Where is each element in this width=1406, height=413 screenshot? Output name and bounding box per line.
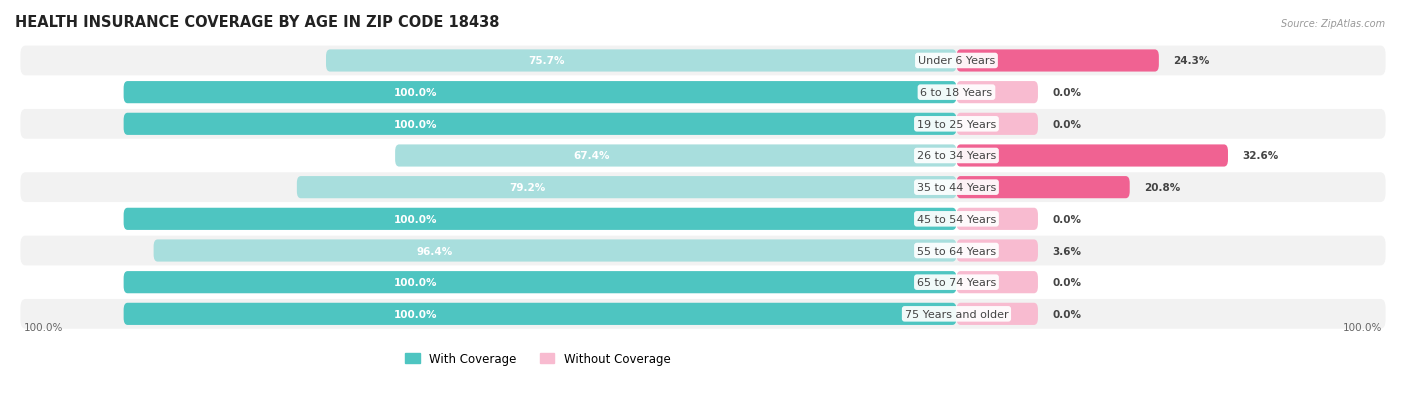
Text: Source: ZipAtlas.com: Source: ZipAtlas.com	[1281, 19, 1385, 28]
Text: 3.6%: 3.6%	[1053, 246, 1081, 256]
Text: Under 6 Years: Under 6 Years	[918, 56, 995, 66]
Text: 26 to 34 Years: 26 to 34 Years	[917, 151, 995, 161]
Text: 65 to 74 Years: 65 to 74 Years	[917, 278, 995, 287]
FancyBboxPatch shape	[124, 271, 956, 294]
Text: 0.0%: 0.0%	[1053, 88, 1081, 98]
FancyBboxPatch shape	[21, 110, 1385, 139]
FancyBboxPatch shape	[956, 114, 1038, 135]
FancyBboxPatch shape	[21, 268, 1385, 297]
Text: 19 to 25 Years: 19 to 25 Years	[917, 119, 995, 130]
Text: 0.0%: 0.0%	[1053, 214, 1081, 224]
FancyBboxPatch shape	[124, 114, 956, 135]
FancyBboxPatch shape	[21, 47, 1385, 76]
FancyBboxPatch shape	[124, 82, 956, 104]
FancyBboxPatch shape	[395, 145, 956, 167]
FancyBboxPatch shape	[956, 208, 1038, 230]
Text: 100.0%: 100.0%	[394, 309, 437, 319]
Text: 45 to 54 Years: 45 to 54 Years	[917, 214, 995, 224]
FancyBboxPatch shape	[326, 50, 956, 72]
Text: 79.2%: 79.2%	[509, 183, 546, 193]
FancyBboxPatch shape	[956, 303, 1038, 325]
Text: 35 to 44 Years: 35 to 44 Years	[917, 183, 995, 193]
Text: 100.0%: 100.0%	[394, 278, 437, 287]
Text: 75.7%: 75.7%	[529, 56, 565, 66]
FancyBboxPatch shape	[21, 173, 1385, 202]
Text: 32.6%: 32.6%	[1243, 151, 1278, 161]
FancyBboxPatch shape	[297, 177, 956, 199]
Text: 100.0%: 100.0%	[394, 88, 437, 98]
FancyBboxPatch shape	[21, 299, 1385, 329]
Text: 0.0%: 0.0%	[1053, 278, 1081, 287]
FancyBboxPatch shape	[956, 82, 1038, 104]
Text: 0.0%: 0.0%	[1053, 309, 1081, 319]
Text: 100.0%: 100.0%	[24, 323, 63, 332]
FancyBboxPatch shape	[956, 240, 1038, 262]
FancyBboxPatch shape	[956, 145, 1227, 167]
Text: 20.8%: 20.8%	[1144, 183, 1181, 193]
Text: 24.3%: 24.3%	[1174, 56, 1209, 66]
FancyBboxPatch shape	[124, 303, 956, 325]
FancyBboxPatch shape	[21, 204, 1385, 234]
FancyBboxPatch shape	[153, 240, 956, 262]
Text: 67.4%: 67.4%	[574, 151, 610, 161]
FancyBboxPatch shape	[956, 177, 1129, 199]
Text: 100.0%: 100.0%	[394, 214, 437, 224]
Text: HEALTH INSURANCE COVERAGE BY AGE IN ZIP CODE 18438: HEALTH INSURANCE COVERAGE BY AGE IN ZIP …	[15, 15, 499, 30]
FancyBboxPatch shape	[124, 208, 956, 230]
Text: 6 to 18 Years: 6 to 18 Years	[921, 88, 993, 98]
Text: 75 Years and older: 75 Years and older	[904, 309, 1008, 319]
Text: 55 to 64 Years: 55 to 64 Years	[917, 246, 995, 256]
Legend: With Coverage, Without Coverage: With Coverage, Without Coverage	[401, 347, 675, 370]
FancyBboxPatch shape	[956, 271, 1038, 294]
Text: 100.0%: 100.0%	[394, 119, 437, 130]
Text: 0.0%: 0.0%	[1053, 119, 1081, 130]
FancyBboxPatch shape	[21, 78, 1385, 108]
Text: 96.4%: 96.4%	[416, 246, 453, 256]
Text: 100.0%: 100.0%	[1343, 323, 1382, 332]
FancyBboxPatch shape	[956, 50, 1159, 72]
FancyBboxPatch shape	[21, 236, 1385, 266]
FancyBboxPatch shape	[21, 141, 1385, 171]
